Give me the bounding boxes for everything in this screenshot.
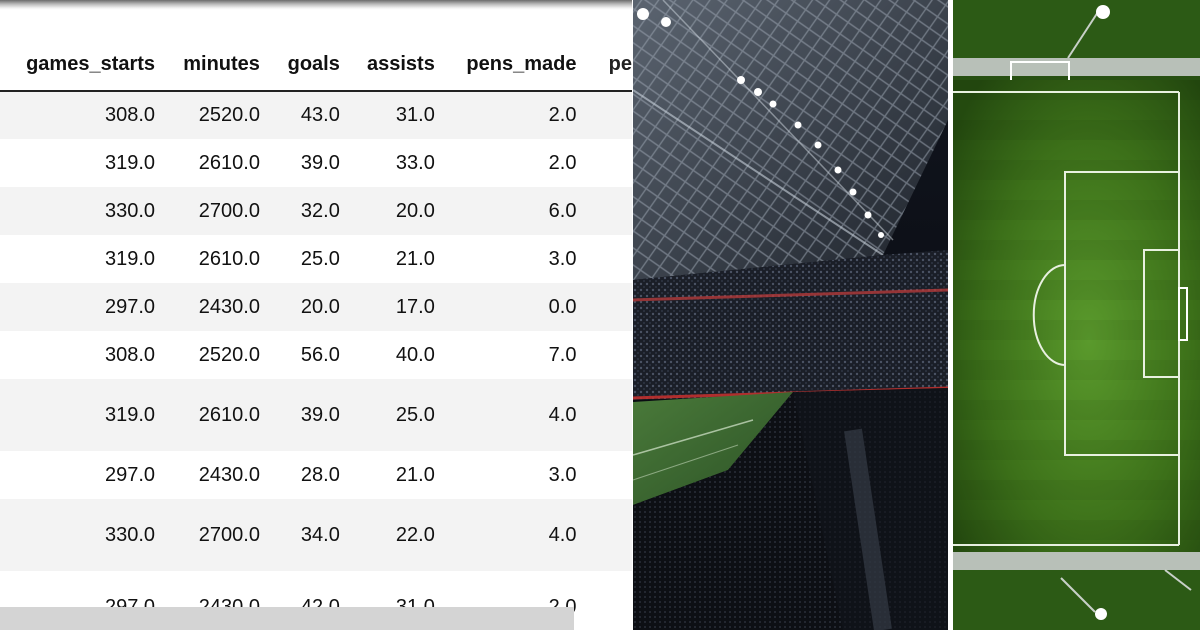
table-cell: 40.0 [395, 343, 435, 366]
column-header-goals: goals [259, 38, 340, 92]
table-cell: 32.0 [259, 187, 340, 235]
floodlights [637, 8, 884, 238]
table-cell: 21.0 [395, 463, 435, 486]
window-top-shadow [0, 0, 632, 10]
table-cell: 34.0 [259, 499, 340, 571]
table-cell: 0.0 [434, 283, 577, 331]
table-cell-clipped [576, 187, 632, 235]
column-header-clipped: pe [576, 38, 632, 92]
table-cell: 319.0 [0, 379, 156, 451]
stadium-image [633, 0, 948, 630]
table-row: 319.0 2610.0 39.0 33.0 2.0 [0, 139, 632, 187]
table-cell: 6.0 [434, 187, 577, 235]
table-row: 297.0 2430.0 20.0 17.0 0.0 [0, 283, 632, 331]
table-cell: 2430.0 [198, 463, 260, 486]
table-cell: 2700.0 [155, 187, 260, 235]
table-cell: 2520.0 [198, 343, 260, 366]
table-cell: 39.0 [259, 379, 340, 451]
table-cell-clipped [576, 283, 632, 331]
table-row: 297.0 2430.0 28.0 21.0 3.0 [0, 451, 632, 499]
table-cell: 20.0 [259, 283, 340, 331]
dataframe-table: games_starts minutes goals assists pens_… [0, 38, 632, 630]
table-cell: 21.0 [395, 247, 435, 270]
table-cell: 297.0 [104, 463, 156, 486]
column-header-games-starts: games_starts [0, 38, 156, 92]
table-cell: 297.0 [0, 283, 156, 331]
table-cell: 31.0 [339, 91, 435, 139]
dataframe-panel: games_starts minutes goals assists pens_… [0, 0, 632, 630]
table-cell-clipped [576, 139, 632, 187]
table-cell: 2700.0 [155, 499, 260, 571]
table-cell: 319.0 [104, 247, 156, 270]
table-cell: 4.0 [434, 379, 577, 451]
table-cell: 2430.0 [155, 283, 260, 331]
table-row: 330.0 2700.0 34.0 22.0 4.0 [0, 499, 632, 571]
table-cell: 4.0 [434, 499, 577, 571]
table-cell-clipped [576, 451, 632, 499]
table-cell: 330.0 [0, 187, 156, 235]
table-cell: 25.0 [300, 247, 340, 270]
table-cell-clipped [576, 571, 632, 630]
table-cell: 25.0 [339, 379, 435, 451]
table-row: 308.0 2520.0 56.0 40.0 7.0 [0, 331, 632, 379]
table-cell: 33.0 [395, 151, 435, 174]
table-cell-clipped [576, 331, 632, 379]
table-cell: 2610.0 [198, 247, 260, 270]
table-row: 308.0 2520.0 43.0 31.0 2.0 [0, 91, 632, 139]
table-cell: 2.0 [548, 151, 577, 174]
table-cell: 22.0 [339, 499, 435, 571]
table-row: 319.0 2610.0 25.0 21.0 3.0 [0, 235, 632, 283]
column-header-assists: assists [339, 38, 435, 92]
table-cell: 2610.0 [155, 379, 260, 451]
pitch-photo [953, 0, 1200, 630]
table-cell: 330.0 [0, 499, 156, 571]
table-cell: 17.0 [339, 283, 435, 331]
table-cell-clipped [576, 499, 632, 571]
column-header-pens-made: pens_made [434, 38, 577, 92]
column-header-minutes: minutes [155, 38, 260, 92]
table-cell: 3.0 [548, 247, 577, 270]
table-cell: 2.0 [434, 91, 577, 139]
stadium-photo [633, 0, 948, 630]
image-gap [948, 0, 953, 630]
table-cell: 308.0 [0, 91, 156, 139]
table-cell: 20.0 [339, 187, 435, 235]
horizontal-scrollbar[interactable] [0, 607, 574, 630]
table-cell: 43.0 [259, 91, 340, 139]
table-cell: 28.0 [300, 463, 340, 486]
pitch-image [953, 0, 1200, 630]
table-cell: 319.0 [104, 151, 156, 174]
table-cell: 39.0 [300, 151, 340, 174]
table-cell: 2610.0 [198, 151, 260, 174]
table-row: 319.0 2610.0 39.0 25.0 4.0 [0, 379, 632, 451]
table-cell: 56.0 [300, 343, 340, 366]
table-cell: 308.0 [104, 343, 156, 366]
table-cell-clipped [576, 91, 632, 139]
table-cell: 7.0 [548, 343, 577, 366]
table-cell-clipped [576, 235, 632, 283]
table-body: 308.0 2520.0 43.0 31.0 2.0 319.0 2610.0 39.0 33.… [0, 91, 632, 630]
table-cell: 2520.0 [155, 91, 260, 139]
table-row: 330.0 2700.0 32.0 20.0 6.0 [0, 187, 632, 235]
table-cell-clipped [576, 379, 632, 451]
table-cell: 3.0 [548, 463, 577, 486]
table-header-row: games_starts minutes goals assists pens_… [0, 38, 632, 92]
